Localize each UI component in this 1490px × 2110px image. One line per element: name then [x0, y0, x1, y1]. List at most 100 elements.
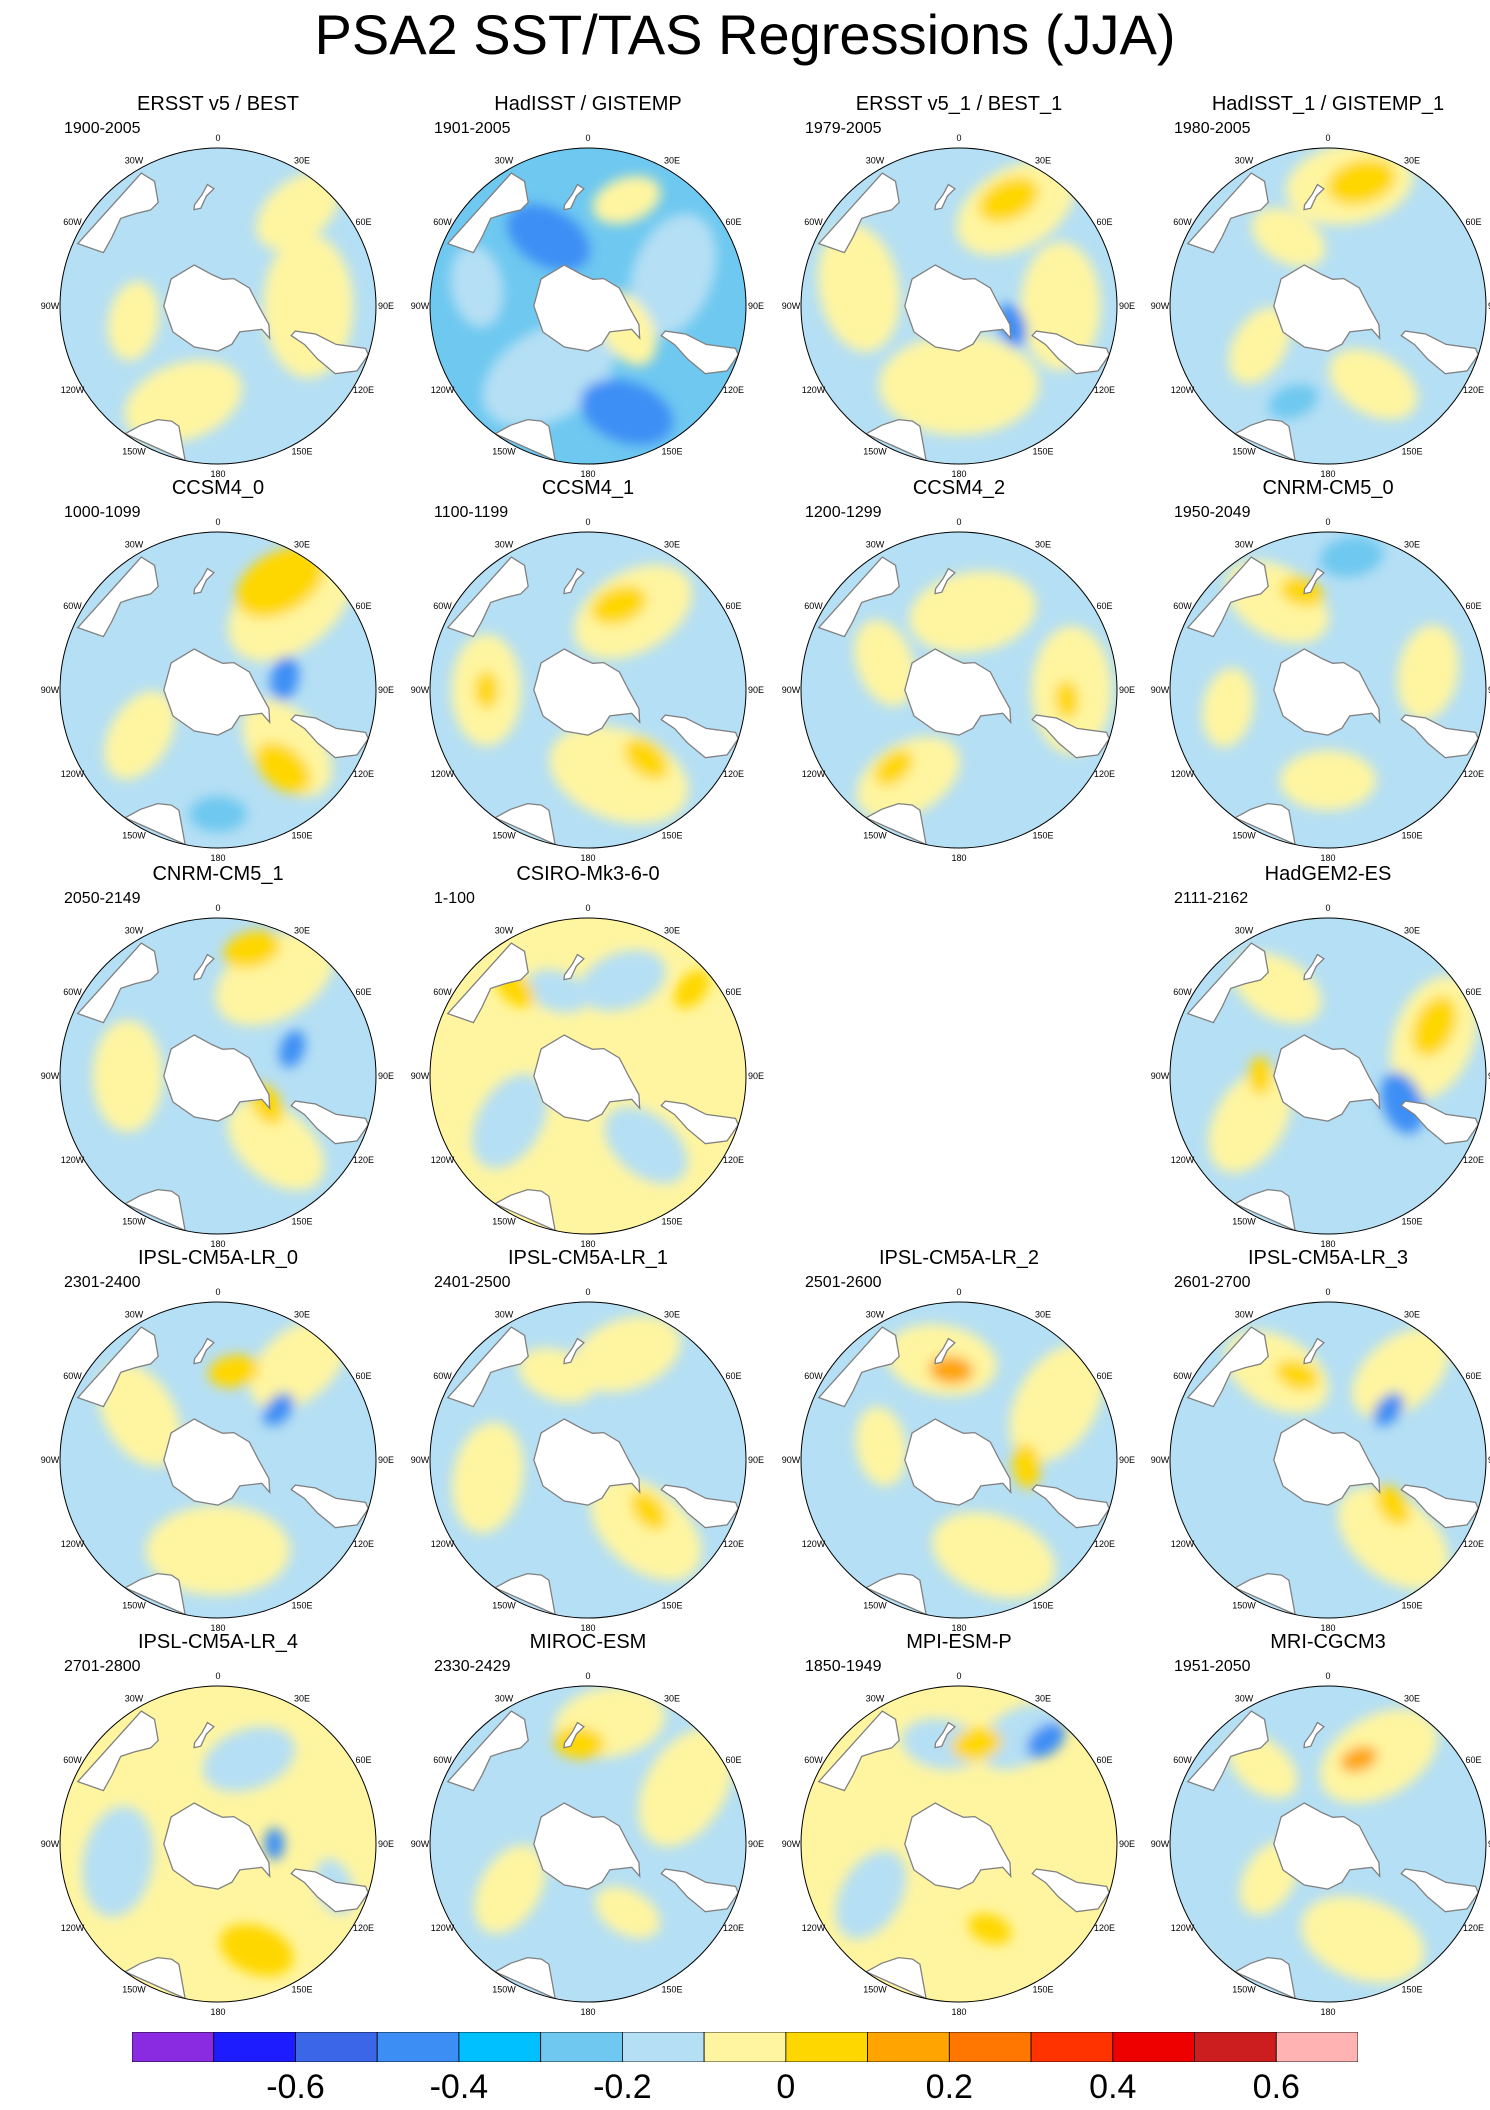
australia-landmass: [446, 1326, 529, 1408]
polar-map: 0 30E 60E 90E 120E 150E 180 150W 120W 90W 60W 30W: [782, 517, 1135, 863]
longitude-label: 60W: [63, 987, 82, 997]
anomaly-region: [1012, 1443, 1041, 1489]
anomaly-region: [1208, 1069, 1292, 1173]
longitude-label: 180: [580, 1623, 595, 1633]
longitude-label: 120E: [1094, 1923, 1115, 1933]
longitude-label: 150W: [122, 1217, 146, 1227]
longitude-label: 30E: [1035, 1694, 1051, 1704]
longitude-label: 150E: [291, 1985, 312, 1995]
colorbar-tick-label: 0.4: [1089, 2068, 1137, 2106]
longitude-label: 30E: [1404, 1694, 1420, 1704]
longitude-label: 120E: [723, 1539, 744, 1549]
colorbar-tick-label: 0: [776, 2068, 796, 2106]
map-panel: MPI-ESM-P 1850-1949 0 30E 60E 90E 120E 150E 180 1…: [773, 1630, 1145, 2017]
longitude-label: 60E: [355, 601, 371, 611]
longitude-label: 30E: [1035, 156, 1051, 166]
anomaly-region: [629, 213, 717, 337]
south-america-landmass: [290, 1484, 370, 1529]
australia-landmass: [817, 556, 900, 638]
longitude-label: 60E: [355, 1371, 371, 1381]
new-zealand-landmass: [193, 1721, 215, 1749]
longitude-label: 30E: [664, 1694, 680, 1704]
anomaly-region: [579, 950, 666, 1012]
panel-title: ERSST v5 / BEST: [137, 93, 299, 115]
longitude-label: 60E: [1096, 1371, 1112, 1381]
colorbar-swatch: [540, 2032, 623, 2062]
longitude-label: 0: [215, 1671, 220, 1681]
longitude-label: 120E: [1094, 385, 1115, 395]
map-panel: HadGEM2-ES 2111-2162 0 30E 60E 90E 120E 150E 180…: [1142, 862, 1490, 1249]
longitude-label: 0: [215, 517, 220, 527]
longitude-label: 60E: [355, 217, 371, 227]
anomaly-region: [256, 172, 340, 250]
longitude-label: 60W: [433, 987, 452, 997]
longitude-label: 60E: [725, 1371, 741, 1381]
longitude-label: 150E: [661, 1601, 682, 1611]
longitude-label: 180: [210, 469, 225, 479]
longitude-label: 180: [210, 853, 225, 863]
longitude-label: 90E: [1488, 1455, 1490, 1465]
longitude-label: 150W: [863, 1601, 887, 1611]
anomaly-region: [1248, 1056, 1273, 1096]
anomaly-region: [104, 690, 176, 780]
anomaly-region: [189, 796, 247, 833]
longitude-label: 120W: [802, 769, 826, 779]
longitude-label: 90E: [378, 1839, 394, 1849]
anomaly-region: [879, 335, 1039, 435]
map-outline: [1169, 531, 1487, 849]
longitude-label: 180: [951, 469, 966, 479]
anomaly-region: [472, 1074, 548, 1169]
longitude-label: 30W: [1235, 1310, 1254, 1320]
australia-landmass: [1186, 942, 1269, 1024]
panel-years: 1-100: [434, 890, 475, 907]
polar-map: 0 30E 60E 90E 120E 150E 180 150W 120W 90W 60W 30W: [411, 1287, 764, 1633]
longitude-label: 120E: [1463, 1539, 1484, 1549]
colorbar: [132, 2032, 1358, 2062]
anomaly-region: [146, 1505, 290, 1596]
longitude-label: 120W: [431, 1923, 455, 1933]
longitude-label: 120E: [353, 1923, 374, 1933]
map-panel: MIROC-ESM 2330-2429 0 30E 60E 90E 120E 150E 180 1…: [402, 1630, 774, 2017]
longitude-label: 90W: [41, 301, 60, 311]
longitude-label: 120W: [802, 1539, 826, 1549]
panel-years: 1900-2005: [64, 120, 141, 137]
longitude-label: 30E: [294, 540, 310, 550]
australia-landmass: [1186, 1326, 1269, 1408]
longitude-label: 30W: [495, 1694, 514, 1704]
longitude-label: 30W: [495, 926, 514, 936]
anomaly-region: [1319, 536, 1384, 578]
longitude-label: 60W: [804, 217, 823, 227]
australia-landmass: [76, 1326, 159, 1408]
longitude-label: 90E: [1119, 1839, 1135, 1849]
longitude-label: 60W: [804, 1755, 823, 1765]
longitude-label: 30E: [294, 156, 310, 166]
longitude-label: 120W: [1171, 385, 1195, 395]
longitude-label: 30E: [664, 156, 680, 166]
new-zealand-landmass: [934, 1337, 956, 1365]
antarctica-landmass: [533, 1034, 641, 1122]
longitude-label: 150E: [1401, 831, 1422, 841]
longitude-label: 150E: [661, 1217, 682, 1227]
anomaly-region: [1352, 1328, 1449, 1419]
australia-landmass: [817, 172, 900, 254]
longitude-label: 90W: [782, 685, 801, 695]
australia-landmass: [1186, 556, 1269, 638]
panel-title: CNRM-CM5_1: [152, 863, 284, 885]
anomaly-region: [98, 1363, 182, 1467]
panel-title: IPSL-CM5A-LR_0: [137, 1247, 299, 1269]
australia-landmass: [76, 172, 159, 254]
longitude-label: 120E: [353, 769, 374, 779]
longitude-label: 150E: [291, 1217, 312, 1227]
south-america-landmass: [1031, 714, 1111, 759]
longitude-label: 120E: [1094, 769, 1115, 779]
colorbar-swatch: [376, 2032, 460, 2062]
new-zealand-landmass: [563, 183, 585, 211]
longitude-label: 90W: [1151, 1071, 1170, 1081]
longitude-label: 120W: [431, 769, 455, 779]
longitude-label: 90W: [411, 1839, 430, 1849]
map-outline: [800, 1301, 1118, 1619]
colorbar-tick-label: 0.6: [1252, 2068, 1300, 2106]
south-america-landmass: [660, 1100, 740, 1145]
antarctica-landmass: [533, 264, 641, 352]
longitude-label: 30W: [495, 156, 514, 166]
